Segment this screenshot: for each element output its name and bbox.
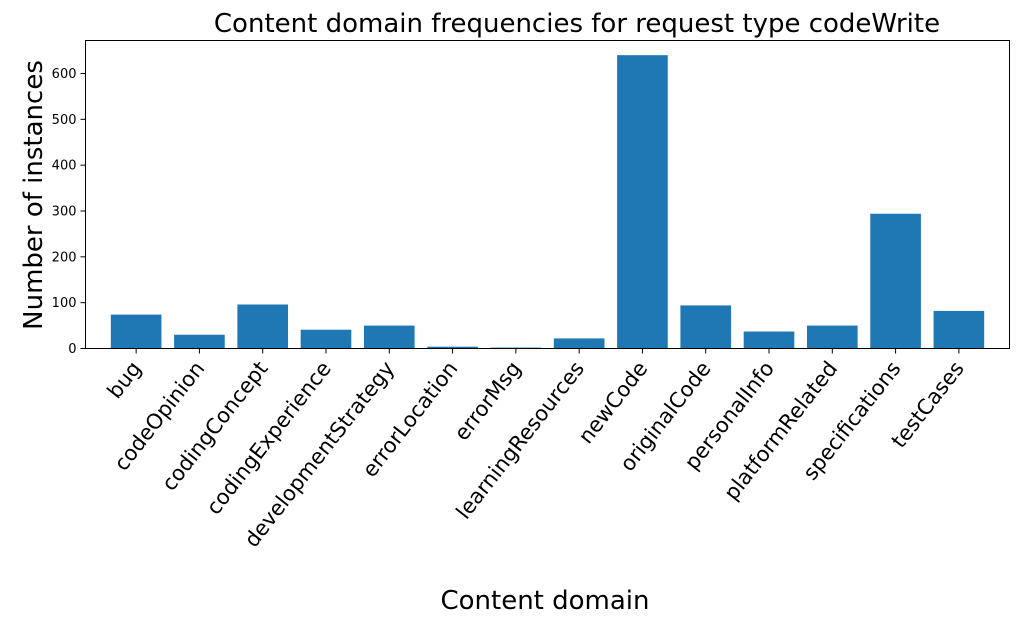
y-tick-label: 0 (68, 342, 76, 357)
y-axis-label: Number of instances (19, 60, 49, 330)
bar-specifications (870, 213, 921, 349)
bar-codingExperience (300, 329, 352, 349)
bars-group (110, 55, 985, 349)
y-axis: 0 100 200 300 400 500 600 (52, 67, 86, 357)
plot-frame (85, 40, 1010, 349)
chart-title: Content domain frequencies for request t… (214, 9, 940, 39)
bar-codeOpinion (174, 334, 225, 349)
y-tick-label: 200 (52, 250, 77, 265)
bar-errorLocation (427, 346, 478, 349)
x-tick-label: platformRelated (719, 357, 842, 505)
bar-testCases (933, 310, 985, 349)
y-tick-label: 600 (52, 67, 77, 82)
bar-learningResources (553, 338, 605, 349)
x-axis: bugcodeOpinioncodingConceptcodingExperie… (103, 348, 969, 552)
y-tick-label: 300 (52, 205, 77, 220)
x-axis-label: Content domain (440, 586, 649, 616)
bar-newCode (617, 55, 668, 349)
y-tick-label: 400 (52, 159, 77, 174)
bar-bug (110, 314, 162, 349)
bar-platformRelated (806, 325, 858, 349)
bar-codingConcept (237, 304, 289, 349)
y-tick-label: 500 (52, 113, 77, 128)
bar-personalInfo (743, 331, 795, 349)
bar-originalCode (680, 305, 732, 349)
x-tick-label: bug (103, 357, 147, 403)
bar-developmentStrategy (363, 325, 415, 349)
y-tick-label: 100 (52, 296, 77, 311)
